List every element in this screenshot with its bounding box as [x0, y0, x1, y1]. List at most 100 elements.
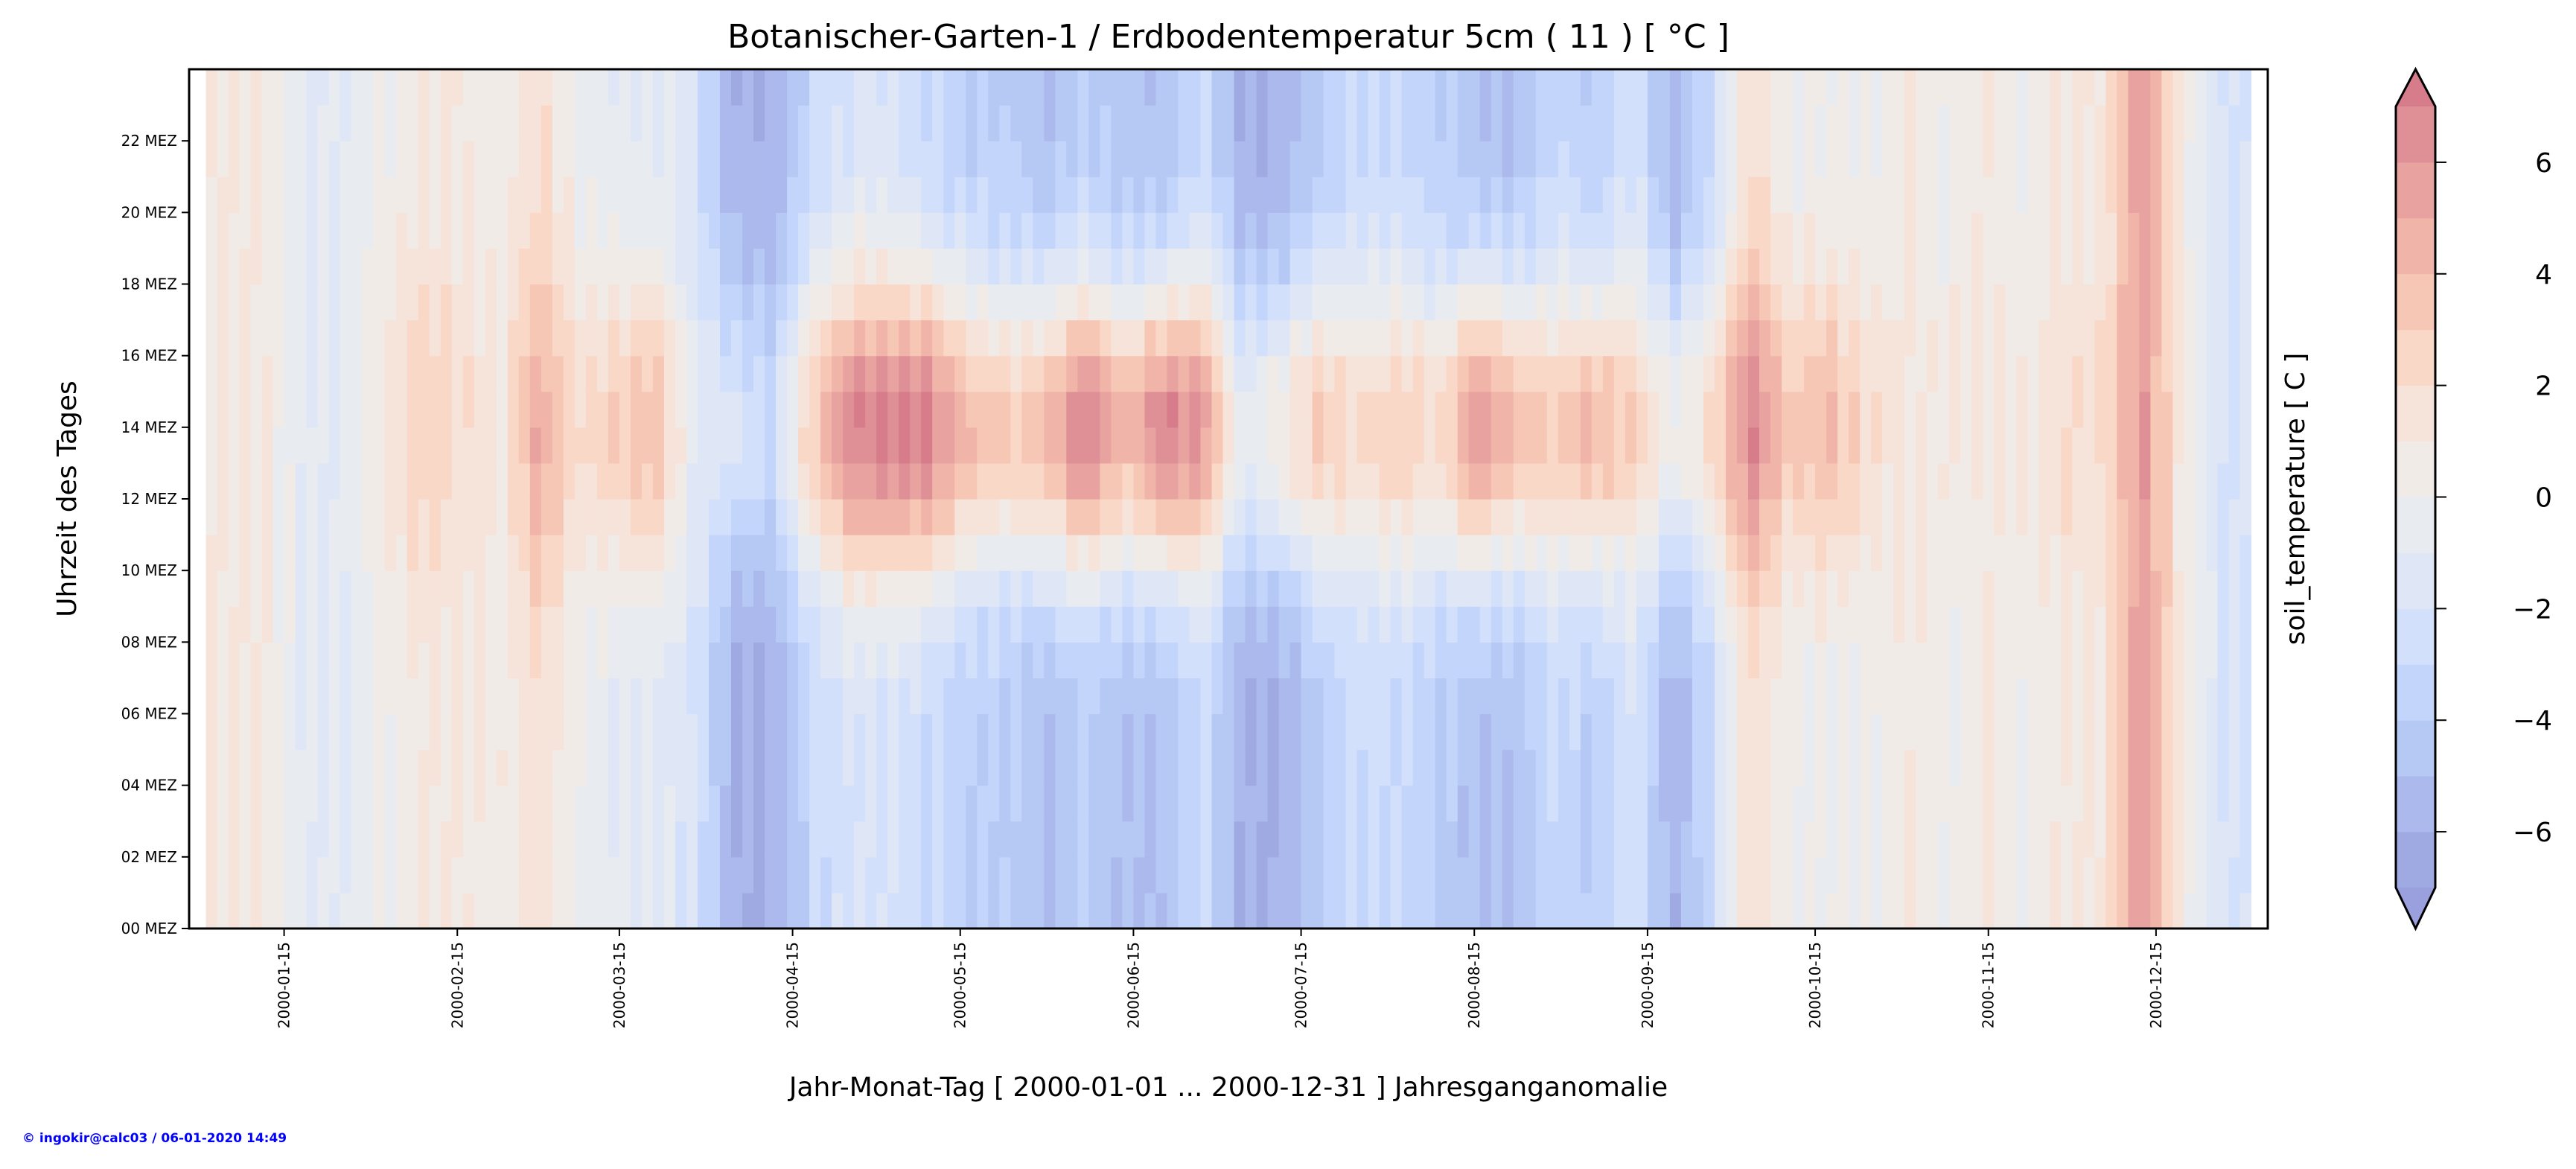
heatmap-cell	[1849, 248, 1861, 285]
heatmap-cell	[899, 319, 911, 357]
heatmap-cell	[529, 391, 542, 428]
heatmap-cell	[1200, 355, 1213, 392]
heatmap-cell	[474, 141, 486, 177]
heatmap-cell	[2228, 749, 2241, 786]
heatmap-cell	[1379, 821, 1391, 858]
heatmap-cell	[709, 176, 721, 213]
heatmap-cell	[217, 749, 229, 786]
heatmap-cell	[2027, 642, 2039, 679]
heatmap-cell	[1234, 427, 1246, 464]
heatmap-cell	[1602, 69, 1615, 106]
heatmap-cell	[1390, 462, 1403, 500]
heatmap-cell	[362, 105, 374, 141]
heatmap-cell	[697, 248, 710, 285]
heatmap-cell	[1524, 141, 1537, 177]
heatmap-cell	[1793, 176, 1805, 213]
heatmap-cell	[675, 570, 687, 607]
heatmap-cell	[1591, 176, 1604, 213]
heatmap-cell	[1625, 785, 1637, 822]
heatmap-cell	[798, 212, 810, 249]
heatmap-cell	[1491, 892, 1503, 929]
heatmap-cell	[2139, 535, 2151, 571]
heatmap-cell	[921, 391, 933, 428]
heatmap-cell	[2094, 749, 2106, 786]
heatmap-cell	[1368, 284, 1380, 321]
heatmap-cell	[1446, 462, 1458, 500]
heatmap-cell	[2038, 355, 2050, 392]
heatmap-cell	[1837, 749, 1849, 786]
heatmap-cell	[1558, 821, 1570, 858]
heatmap-cell	[1569, 535, 1581, 571]
heatmap-cell	[1748, 642, 1760, 679]
heatmap-cell	[1860, 355, 1872, 392]
heatmap-cell	[418, 749, 430, 786]
heatmap-cell	[440, 821, 453, 858]
heatmap-cell	[742, 606, 754, 643]
heatmap-cell	[485, 176, 497, 213]
heatmap-cell	[1736, 212, 1749, 249]
heatmap-cell	[1871, 785, 1883, 822]
heatmap-cell	[1479, 678, 1492, 715]
heatmap-cell	[1658, 499, 1671, 535]
heatmap-cell	[407, 535, 419, 571]
heatmap-cell	[608, 141, 620, 177]
heatmap-cell	[1289, 856, 1302, 894]
heatmap-cell	[1401, 606, 1414, 643]
heatmap-cell	[1479, 462, 1492, 500]
heatmap-cell	[1088, 427, 1100, 464]
heatmap-cell	[1412, 105, 1425, 141]
heatmap-cell	[1222, 319, 1235, 357]
heatmap-cell	[2038, 141, 2050, 177]
heatmap-cell	[2061, 105, 2073, 141]
heatmap-cell	[641, 535, 654, 571]
heatmap-cell	[1625, 678, 1637, 715]
heatmap-cell	[328, 678, 341, 715]
heatmap-cell	[630, 105, 643, 141]
heatmap-cell	[373, 391, 386, 428]
heatmap-cell	[1021, 355, 1033, 392]
heatmap-cell	[1736, 570, 1749, 607]
heatmap-cell	[2161, 499, 2174, 535]
heatmap-cell	[652, 105, 665, 141]
heatmap-cell	[1245, 892, 1257, 929]
heatmap-cell	[1960, 535, 1972, 571]
heatmap-cell	[1278, 535, 1291, 571]
heatmap-cell	[887, 856, 899, 894]
heatmap-cell	[1479, 248, 1492, 285]
heatmap-cell	[675, 892, 687, 929]
heatmap-cell	[507, 248, 520, 285]
heatmap-cell	[999, 462, 1011, 500]
heatmap-cell	[1736, 785, 1749, 822]
heatmap-cell	[1289, 355, 1302, 392]
heatmap-cell	[351, 606, 363, 643]
heatmap-cell	[876, 821, 888, 858]
heatmap-cell	[529, 284, 542, 321]
heatmap-cell	[1021, 176, 1033, 213]
heatmap-cell	[641, 284, 654, 321]
heatmap-cell	[977, 284, 989, 321]
heatmap-cell	[1424, 749, 1436, 786]
heatmap-cell	[1323, 785, 1336, 822]
heatmap-cell	[1658, 284, 1671, 321]
heatmap-cell	[1234, 606, 1246, 643]
heatmap-cell	[518, 642, 531, 679]
heatmap-cell	[1100, 856, 1112, 894]
heatmap-cell	[1782, 535, 1794, 571]
heatmap-cell	[1938, 856, 1950, 894]
heatmap-cell	[295, 355, 307, 392]
heatmap-cell	[865, 355, 877, 392]
heatmap-cell	[843, 391, 855, 428]
heatmap-cell	[1558, 141, 1570, 177]
heatmap-cell	[709, 821, 721, 858]
heatmap-cell	[407, 427, 419, 464]
heatmap-cell	[1994, 785, 2006, 822]
heatmap-cell	[1669, 570, 1682, 607]
heatmap-cell	[1256, 678, 1269, 715]
heatmap-cell	[954, 785, 966, 822]
heatmap-cell	[351, 499, 363, 535]
heatmap-cell	[1960, 462, 1972, 500]
heatmap-cell	[496, 427, 508, 464]
heatmap-cell	[1983, 355, 1995, 392]
heatmap-cell	[1222, 355, 1235, 392]
heatmap-cell	[652, 821, 665, 858]
